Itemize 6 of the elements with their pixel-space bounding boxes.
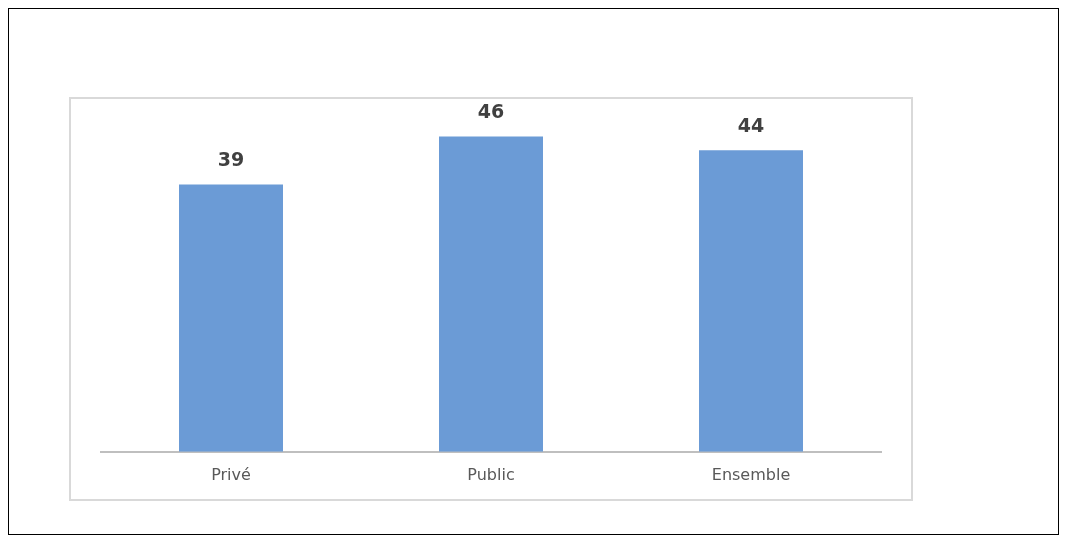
data-label: 46 [477, 99, 505, 122]
data-label: 39 [217, 147, 245, 170]
x-tick-label: Privé [211, 464, 251, 484]
x-tick-label: Ensemble [711, 464, 791, 484]
data-label: 44 [737, 113, 765, 136]
x-tick-label: Public [467, 464, 515, 484]
